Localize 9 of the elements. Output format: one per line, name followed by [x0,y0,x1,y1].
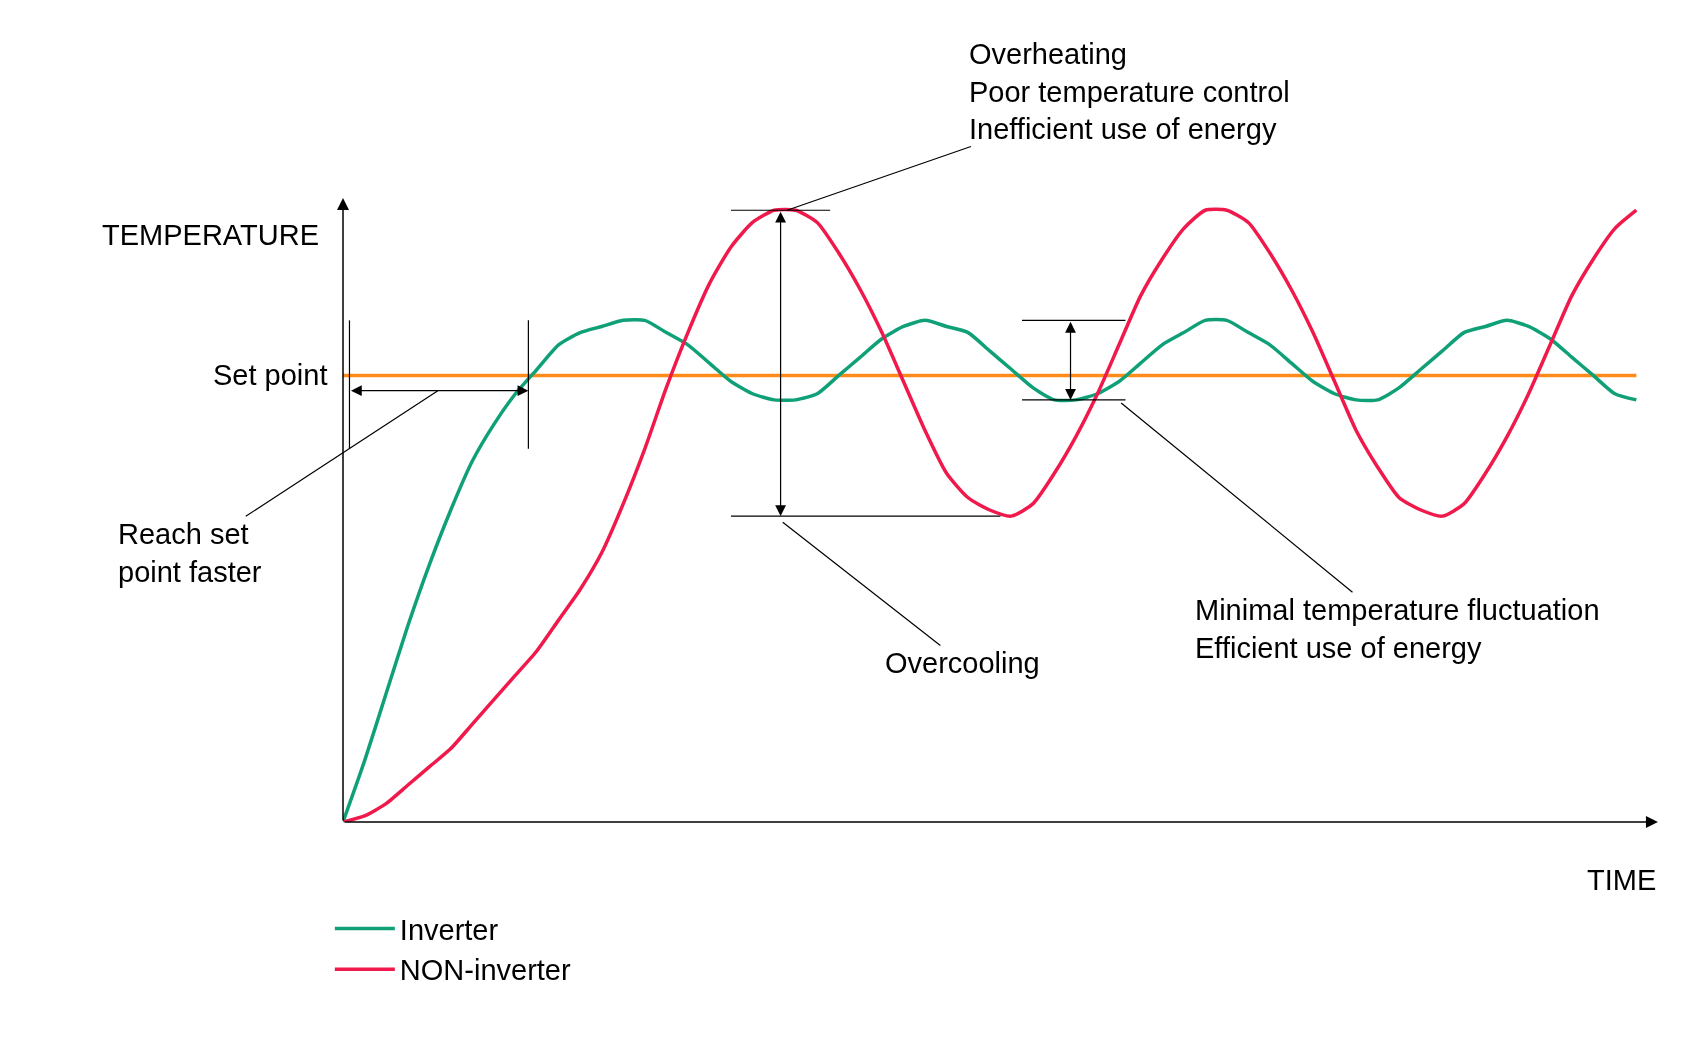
text: Reach set point faster [118,518,262,588]
legend-label: Inverter [399,913,499,946]
annotation: Overcooling [885,647,1040,679]
legend-label: NON-inverter [399,954,571,987]
y-axis-title: TEMPERATURE [102,219,319,251]
annotation: Minimal temperature fluctuation Efficient use of energy [1195,594,1600,664]
text: Overheating Poor temperature control Inefficient use of energy [969,38,1290,146]
ref-line-label: Set point [213,359,328,391]
x-axis-title: TIME [1587,864,1657,896]
